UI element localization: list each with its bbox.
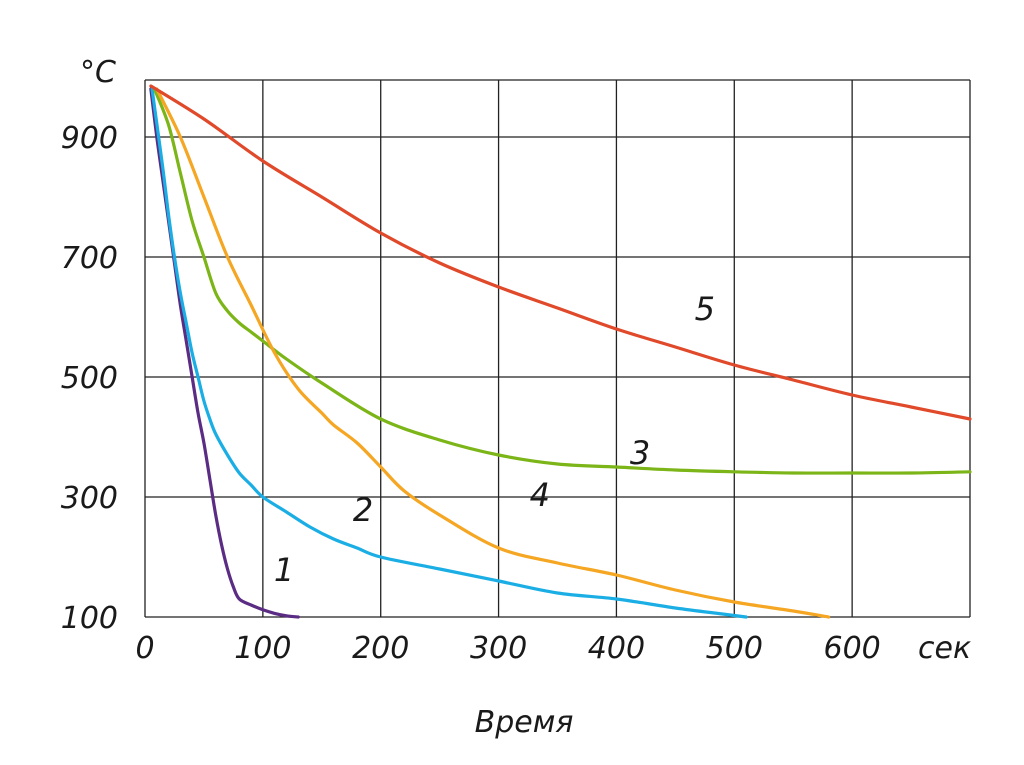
series-label-4: 4 <box>530 476 550 514</box>
series-line-4 <box>155 87 831 619</box>
series-label-2: 2 <box>353 491 373 529</box>
y-tick-label-900: 900 <box>61 121 118 156</box>
series-labels: 1 2 3 4 5 <box>274 290 715 589</box>
x-tick-label-100: 100 <box>234 631 291 666</box>
series-label-1: 1 <box>274 551 294 589</box>
series-label-3: 3 <box>630 434 650 472</box>
tick-labels: 0 100 200 300 400 500 600 100 300 500 700 900 <box>61 121 881 666</box>
y-axis-unit-label: °С <box>80 55 116 90</box>
x-tick-label-500: 500 <box>706 631 763 666</box>
series-line-2 <box>150 87 748 619</box>
series-line-3 <box>152 87 972 475</box>
x-tick-label-400: 400 <box>588 631 645 666</box>
series-label-5: 5 <box>695 290 715 328</box>
y-tick-label-300: 300 <box>61 481 118 516</box>
x-axis-title: Время <box>475 705 574 740</box>
x-tick-label-0: 0 <box>135 631 154 666</box>
grid <box>144 79 971 618</box>
x-axis-unit-label: сек <box>918 631 971 666</box>
y-tick-label-700: 700 <box>61 241 118 276</box>
y-tick-label-100: 100 <box>61 601 118 636</box>
series-line-5 <box>149 84 972 421</box>
series-lines <box>149 84 972 619</box>
x-tick-label-200: 200 <box>352 631 409 666</box>
y-tick-label-500: 500 <box>61 361 118 396</box>
x-tick-label-600: 600 <box>824 631 881 666</box>
x-tick-label-300: 300 <box>470 631 527 666</box>
